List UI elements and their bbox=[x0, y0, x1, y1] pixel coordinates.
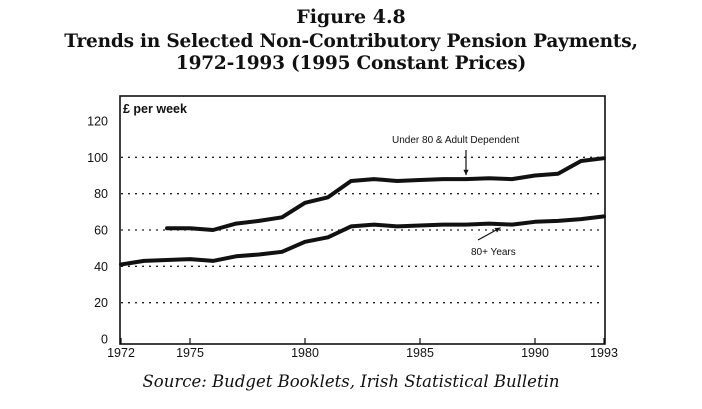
annotation-arrowhead-80-plus-years bbox=[494, 227, 501, 233]
figure-title: Trends in Selected Non-Contributory Pens… bbox=[0, 31, 702, 75]
y-tick-label-60: 60 bbox=[94, 224, 108, 238]
plot-frame bbox=[119, 95, 606, 345]
y-axis-label: £ per week bbox=[123, 102, 187, 116]
y-tick-label-0: 0 bbox=[101, 333, 108, 347]
y-tick-label-40: 40 bbox=[94, 260, 108, 274]
y-tick-label-100: 100 bbox=[87, 151, 108, 165]
series-line-under-80-adult-dependent bbox=[165, 156, 606, 232]
annotation-arrowhead-under-80-adult-dependent bbox=[463, 169, 469, 176]
x-tick-label-1985: 1985 bbox=[406, 346, 434, 360]
annotation-80-plus-years: 80+ Years bbox=[471, 247, 516, 258]
figure-title-line-2: 1972-1993 (1995 Constant Prices) bbox=[175, 53, 527, 74]
x-tick-label-1980: 1980 bbox=[291, 346, 319, 360]
source-note: Source: Budget Booklets, Irish Statistic… bbox=[142, 372, 560, 391]
x-tick-label-1990: 1990 bbox=[521, 346, 549, 360]
series-line-80-plus-years bbox=[119, 214, 606, 267]
annotation-under-80-adult-dependent: Under 80 & Adult Dependent bbox=[392, 135, 520, 146]
y-tick-label-120: 120 bbox=[87, 115, 108, 129]
x-tick-label-1972: 1972 bbox=[107, 346, 135, 360]
x-tick-label-1993: 1993 bbox=[590, 346, 618, 360]
x-tick-label-1975: 1975 bbox=[176, 346, 204, 360]
y-tick-label-80: 80 bbox=[94, 187, 108, 201]
figure-title-line-1: Trends in Selected Non-Contributory Pens… bbox=[64, 31, 638, 52]
figure-label: Figure 4.8 bbox=[296, 6, 406, 28]
y-tick-label-20: 20 bbox=[94, 296, 108, 310]
